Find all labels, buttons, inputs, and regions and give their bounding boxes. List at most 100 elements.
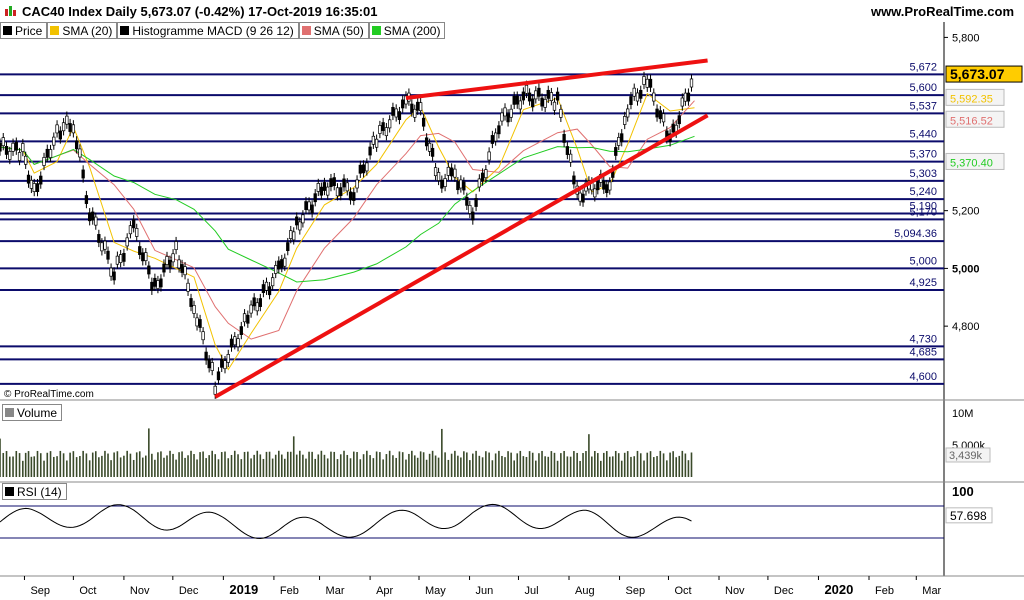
candle-body [189,298,193,307]
candle-body [313,193,317,203]
volume-bar [639,453,642,477]
legend-label: Histogramme MACD (9 26 12) [132,23,294,38]
candle-body [410,103,414,113]
rsi-panel-label[interactable]: RSI (14) [2,483,67,500]
candle-body [112,271,116,281]
volume-bar [672,451,674,477]
volume-bar [611,456,614,477]
candle-body [78,148,82,158]
candle-body [310,204,314,214]
volume-bar [148,428,150,477]
brand-link[interactable]: www.ProRealTime.com [870,4,1014,19]
volume-bar [687,460,690,477]
candle-body [568,153,573,163]
volume-bar [684,453,687,477]
volume-bar [636,450,639,477]
candle-body [602,180,606,190]
volume-bar [463,451,465,477]
volume-bar [602,452,605,477]
volume-bar [314,458,317,477]
volume-bar [72,451,75,477]
candle-body [443,178,447,187]
volume-bar [434,455,437,477]
candle-body [68,123,72,132]
level-label: 5,370 [909,149,937,161]
legend-swatch [371,26,381,35]
volume-bar [411,450,413,477]
legend-sma200[interactable]: SMA (200) [368,22,446,39]
candle-body [391,106,395,116]
legend-sma50[interactable]: SMA (50) [298,22,369,39]
level-label: 5,672 [909,61,937,73]
candle-body [35,183,40,193]
candle-body [52,136,56,146]
volume-bar [633,456,636,477]
candle-body [527,92,532,102]
candle-body [449,167,454,177]
volume-bar [243,451,246,477]
volume-bar [113,452,115,477]
legend-macd[interactable]: Histogramme MACD (9 26 12) [117,22,299,39]
volume-bar [379,452,381,477]
volume-bar [336,459,339,477]
volume-bar [475,450,477,477]
time-tick-label: Sep [30,585,50,597]
candle-body [216,371,221,381]
volume-bar [617,453,620,477]
volume-bar [237,454,239,477]
volume-bar [253,454,255,477]
time-tick-label: Dec [774,585,794,597]
volume-bar [311,451,313,477]
time-tick-label: Sep [626,585,646,597]
candle-body [4,146,9,155]
volume-bar [553,452,556,477]
candle-body [413,108,417,118]
time-tick-label: 2020 [824,582,853,597]
volume-bar [491,460,494,477]
candle-body [427,142,432,152]
time-tick-label: Nov [130,585,150,597]
price-tick-label: 5,000 [952,263,980,275]
volume-bar [352,451,355,477]
legend-price[interactable]: Price [0,22,48,39]
candle-body [0,142,2,152]
volume-bar [280,454,283,477]
candle-body [648,78,653,88]
candle-body [198,319,202,328]
candle-body [153,277,157,287]
chart-logo-icon [5,6,16,16]
volume-bar [516,453,519,477]
legend-sma20[interactable]: SMA (20) [47,22,118,39]
candle-body [8,151,12,160]
candle-body [229,338,234,348]
volume-bar [359,459,362,477]
candle-body [661,113,666,123]
candle-body [686,92,691,102]
candle-body [168,259,172,269]
volume-bar [392,455,394,477]
candle-body [183,266,187,276]
volume-bar [240,459,243,477]
volume-bar [123,455,125,477]
volume-bar [69,452,71,477]
legend-swatch [3,26,12,35]
candle-body [220,358,224,368]
time-tick-label: Apr [376,585,393,597]
candle-body [277,260,281,270]
candle-body [94,216,98,226]
candle-body [371,135,376,145]
volume-bar [375,451,378,477]
candle-body [159,278,163,288]
candle-body [274,265,278,274]
candle-body [74,140,79,150]
candle-body [572,175,576,185]
volume-panel-label[interactable]: Volume [2,404,63,421]
volume-bar [39,453,42,477]
candle-body [81,169,85,179]
time-tick-label: 2019 [229,582,258,597]
candle-body [135,228,139,237]
time-tick-label: Mar [326,585,345,597]
candle-body [559,108,563,118]
volume-bar [145,455,147,477]
